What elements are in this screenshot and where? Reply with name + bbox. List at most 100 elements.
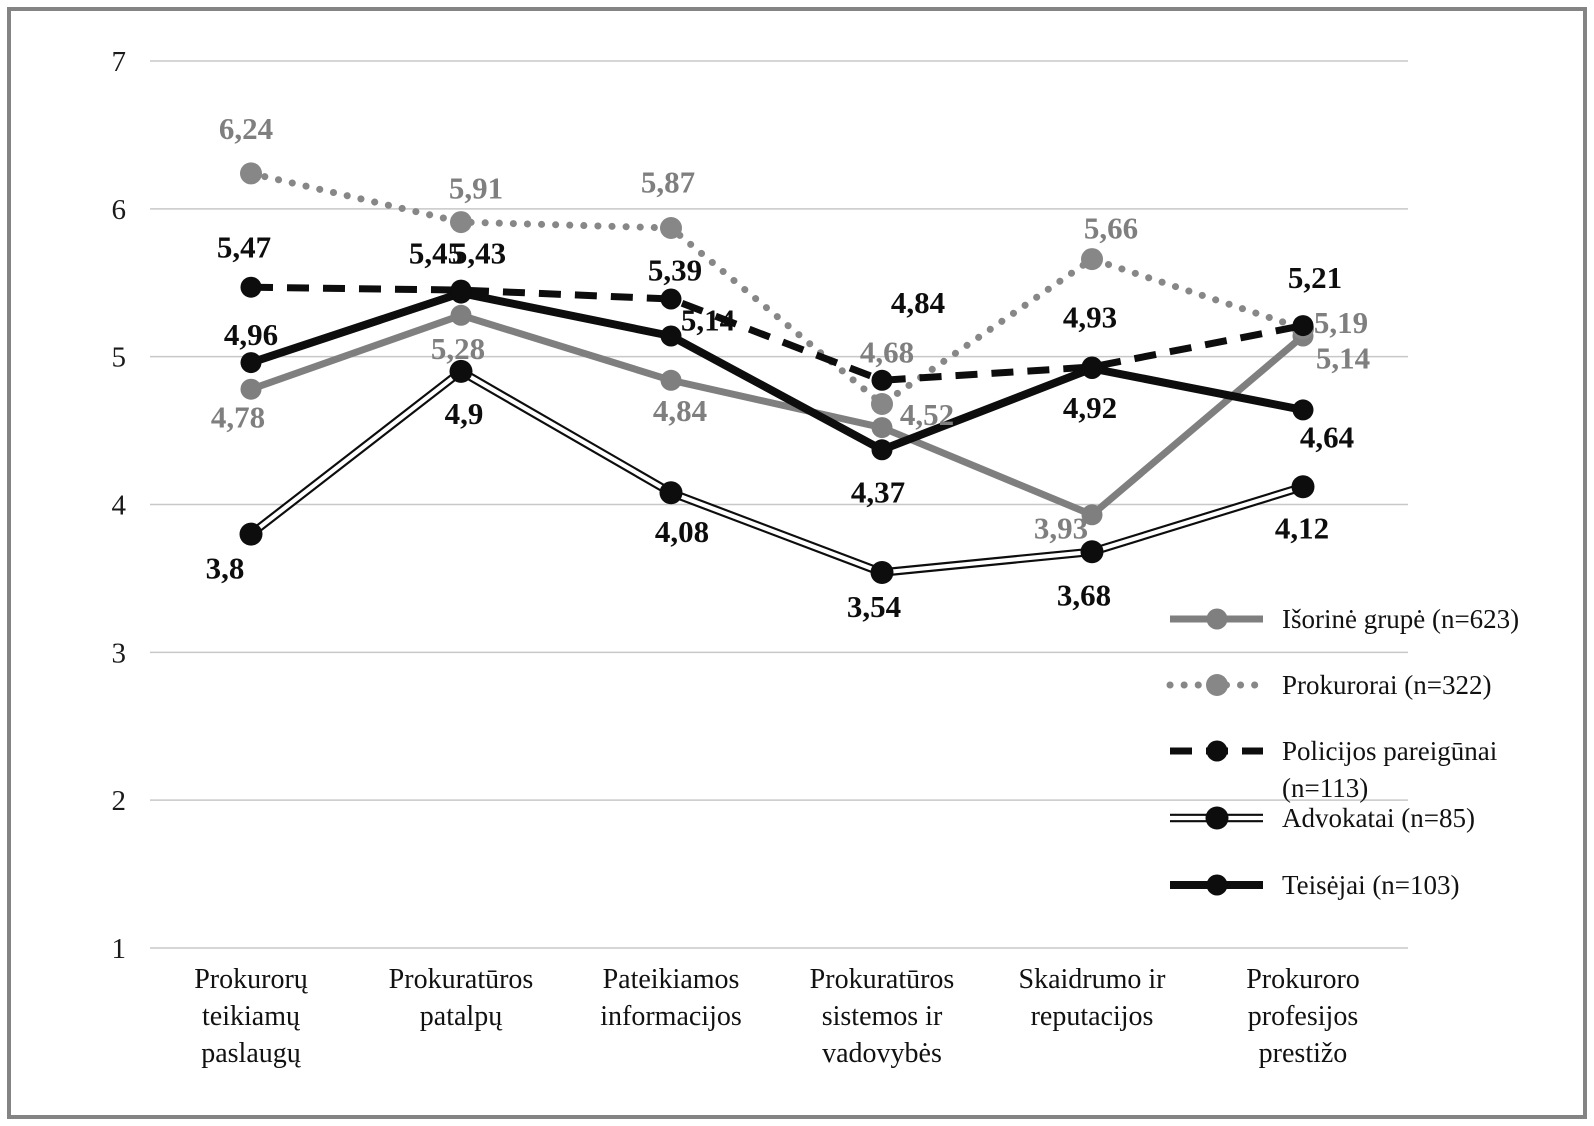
series-teisejai	[240, 282, 1314, 461]
data-point	[450, 282, 472, 304]
data-point	[1081, 504, 1103, 526]
legend-label: Advokatai (n=85)	[1282, 803, 1475, 833]
data-label: 5,66	[1084, 211, 1138, 246]
data-point	[1080, 540, 1104, 564]
data-point	[659, 481, 683, 505]
data-point	[871, 417, 893, 439]
data-point	[240, 162, 262, 185]
data-label: 4,12	[1275, 510, 1329, 545]
data-point	[240, 352, 262, 374]
legend-item-teisejai: Teisėjai (n=103)	[1170, 870, 1460, 900]
data-label: 5,45	[409, 236, 463, 271]
category-label: reputacijos	[1031, 1001, 1154, 1032]
legend-item-isorine-grupe: Išorinė grupė (n=623)	[1170, 604, 1519, 634]
data-point	[1292, 315, 1314, 337]
y-tick-label: 3	[112, 637, 127, 669]
y-tick-label: 5	[112, 342, 127, 374]
series-line	[249, 288, 1304, 455]
legend-marker	[1206, 740, 1228, 762]
data-point	[660, 325, 682, 347]
data-label: 3,8	[206, 551, 245, 586]
data-point	[660, 369, 682, 391]
data-point	[871, 369, 893, 391]
figure-border	[7, 7, 1587, 1119]
series-isorine-grupe	[240, 304, 1314, 526]
legend-marker	[1206, 608, 1228, 630]
data-label: 4,37	[851, 474, 905, 509]
category-label: Skaidrumo ir	[1019, 964, 1167, 995]
data-label: 4,64	[1300, 419, 1354, 454]
legend-item-prokurorai: Prokurorai (n=322)	[1166, 670, 1491, 700]
series-line-core	[249, 368, 1304, 575]
category-label: paslaugų	[201, 1038, 302, 1069]
y-tick-label: 1	[112, 933, 127, 965]
category-label: teikiamų	[202, 1001, 301, 1032]
legend-marker	[1205, 806, 1229, 830]
y-tick-label: 2	[112, 785, 127, 817]
y-tick-label: 6	[112, 194, 127, 226]
data-label: 4,93	[1063, 300, 1117, 335]
data-label: 5,43	[452, 236, 506, 271]
category-label: profesijos	[1248, 1001, 1358, 1032]
data-point	[450, 211, 472, 234]
legend-label: Policijos pareigūnai	[1282, 736, 1497, 766]
category-label: vadovybės	[822, 1038, 942, 1069]
data-point	[870, 561, 894, 584]
legend-item-policijos-pareigunai: Policijos pareigūnai (n=113)	[1170, 736, 1497, 803]
data-label: 4,08	[655, 514, 709, 549]
data-label: 4,52	[900, 397, 954, 432]
data-point	[450, 304, 472, 326]
data-label: 4,84	[891, 285, 945, 320]
legend-marker	[1206, 874, 1228, 896]
data-point	[240, 276, 262, 298]
data-label: 5,28	[431, 331, 485, 366]
data-label: 4,9	[445, 396, 484, 431]
series-advokatai	[239, 359, 1315, 584]
data-point	[240, 378, 262, 400]
category-label: Pateikiamos	[603, 964, 740, 995]
data-point	[660, 288, 682, 310]
data-label: 6,24	[219, 111, 273, 146]
series-line	[247, 169, 1307, 409]
category-label: informacijos	[600, 1001, 742, 1032]
data-point	[871, 439, 893, 461]
data-point	[449, 359, 473, 383]
legend-item-advokatai: Advokatai (n=85)	[1170, 803, 1475, 833]
legend-label: Teisėjai (n=103)	[1282, 870, 1460, 900]
legend-label: Prokurorai (n=322)	[1282, 670, 1491, 700]
category-label: Prokuratūros	[389, 964, 534, 995]
data-label: 4,96	[224, 317, 278, 352]
data-label: 5,14	[681, 303, 735, 338]
category-label: Prokurorų	[194, 964, 309, 995]
data-label: 3,54	[847, 589, 901, 624]
data-point	[1291, 475, 1315, 499]
data-point	[1081, 358, 1103, 379]
legend-marker	[1206, 674, 1228, 696]
legend-label: (n=113)	[1282, 773, 1368, 803]
category-label: Prokuroro	[1246, 964, 1360, 995]
legend-label: Išorinė grupė (n=623)	[1282, 604, 1519, 634]
category-label: Prokuratūros	[810, 964, 955, 995]
data-label: 4,78	[211, 400, 265, 435]
category-label: prestižo	[1259, 1038, 1348, 1069]
data-label: 5,87	[641, 165, 695, 200]
y-tick-label: 7	[112, 46, 127, 78]
data-label: 3,68	[1057, 577, 1111, 612]
data-point	[1292, 399, 1314, 421]
data-label: 5,19	[1314, 305, 1368, 340]
data-label: 5,21	[1288, 260, 1342, 295]
data-point	[660, 217, 682, 239]
series-line	[249, 311, 1306, 519]
category-label: patalpų	[420, 1001, 503, 1032]
data-label: 5,39	[648, 253, 702, 288]
data-label: 5,91	[449, 171, 503, 206]
data-point	[1081, 248, 1103, 271]
data-point	[871, 393, 893, 415]
data-label: 3,93	[1034, 510, 1088, 545]
category-label: sistemos ir	[822, 1001, 943, 1032]
data-label: 4,92	[1063, 390, 1117, 425]
data-label: 4,84	[653, 393, 707, 428]
data-point	[239, 522, 263, 546]
